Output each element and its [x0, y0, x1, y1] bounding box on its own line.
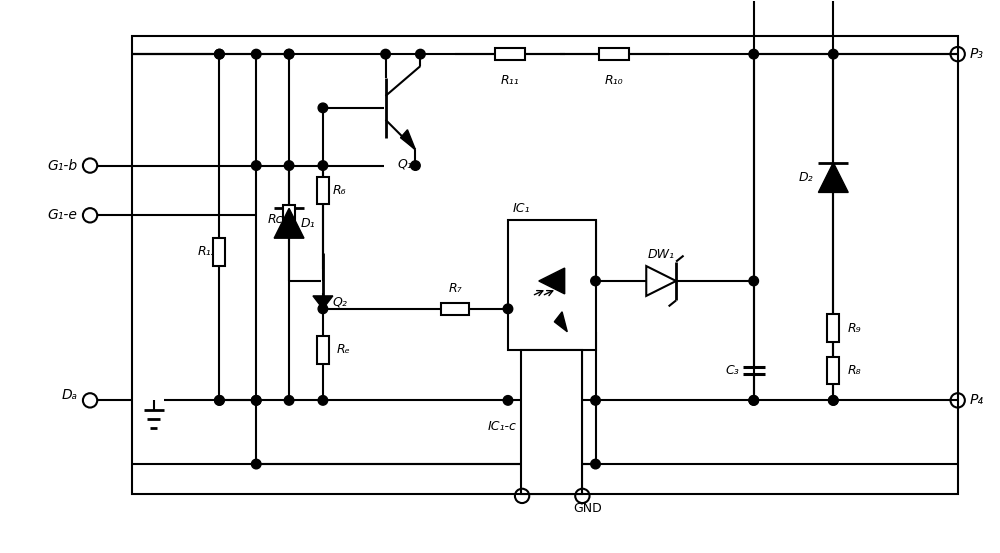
Text: P₃: P₃	[970, 47, 984, 61]
Bar	[827, 314, 839, 342]
Circle shape	[749, 395, 758, 405]
Circle shape	[591, 460, 600, 469]
Circle shape	[215, 49, 224, 59]
Circle shape	[284, 49, 294, 59]
Text: D₂: D₂	[798, 171, 813, 184]
Circle shape	[749, 276, 758, 286]
Circle shape	[284, 49, 294, 59]
Text: IC₁-c: IC₁-c	[487, 420, 516, 433]
Circle shape	[251, 395, 261, 405]
Circle shape	[215, 395, 224, 405]
Circle shape	[749, 395, 758, 405]
Bar	[599, 48, 629, 60]
Circle shape	[591, 276, 600, 286]
Bar	[132, 36, 958, 494]
Text: D₁: D₁	[301, 217, 316, 229]
Text: G₁-b: G₁-b	[47, 159, 77, 173]
Bar	[521, 349, 582, 494]
Circle shape	[829, 395, 838, 405]
Circle shape	[318, 304, 328, 314]
Bar	[317, 336, 329, 363]
Text: Dₐ: Dₐ	[61, 388, 77, 403]
Circle shape	[251, 161, 261, 170]
Bar	[213, 238, 225, 265]
Circle shape	[503, 304, 513, 314]
Text: PC817: PC817	[532, 359, 572, 373]
Circle shape	[829, 395, 838, 405]
Text: G₁-e: G₁-e	[47, 208, 77, 222]
Text: IC₁: IC₁	[513, 202, 530, 215]
Bar	[508, 220, 596, 349]
Text: R₇: R₇	[448, 282, 462, 295]
Circle shape	[215, 395, 224, 405]
Text: Q₂: Q₂	[333, 296, 348, 309]
Circle shape	[829, 49, 838, 59]
Polygon shape	[539, 268, 565, 294]
Circle shape	[503, 395, 513, 405]
Circle shape	[284, 161, 294, 170]
Circle shape	[591, 395, 600, 405]
Text: DW₁: DW₁	[648, 248, 675, 261]
Circle shape	[284, 395, 294, 405]
Circle shape	[318, 103, 328, 113]
Polygon shape	[401, 130, 415, 150]
Bar	[827, 357, 839, 384]
Circle shape	[251, 395, 261, 405]
Text: Q₁: Q₁	[398, 158, 412, 170]
Polygon shape	[818, 163, 848, 192]
Circle shape	[381, 49, 390, 59]
Polygon shape	[646, 266, 676, 296]
Polygon shape	[554, 312, 567, 332]
Circle shape	[251, 49, 261, 59]
Text: P₄: P₄	[970, 393, 984, 408]
Circle shape	[416, 49, 425, 59]
Bar	[317, 176, 329, 205]
Text: R₈: R₈	[847, 364, 861, 377]
Polygon shape	[313, 296, 333, 309]
Text: R₁₀: R₁₀	[605, 74, 624, 87]
Bar	[283, 205, 295, 233]
Circle shape	[749, 49, 758, 59]
Circle shape	[251, 460, 261, 469]
Circle shape	[318, 161, 328, 170]
Bar	[495, 48, 525, 60]
Circle shape	[215, 49, 224, 59]
Circle shape	[411, 161, 420, 170]
Text: R₁₁: R₁₁	[501, 74, 519, 87]
Text: GND: GND	[573, 502, 602, 515]
Text: R₁₂: R₁₂	[198, 245, 216, 258]
Text: C₃: C₃	[725, 364, 739, 377]
Text: Rᴄ: Rᴄ	[267, 213, 283, 226]
Text: Rₑ: Rₑ	[337, 343, 351, 356]
Bar	[441, 303, 469, 315]
Polygon shape	[274, 208, 304, 238]
Text: R₉: R₉	[847, 322, 861, 335]
Circle shape	[318, 395, 328, 405]
Text: R₆: R₆	[333, 184, 346, 197]
